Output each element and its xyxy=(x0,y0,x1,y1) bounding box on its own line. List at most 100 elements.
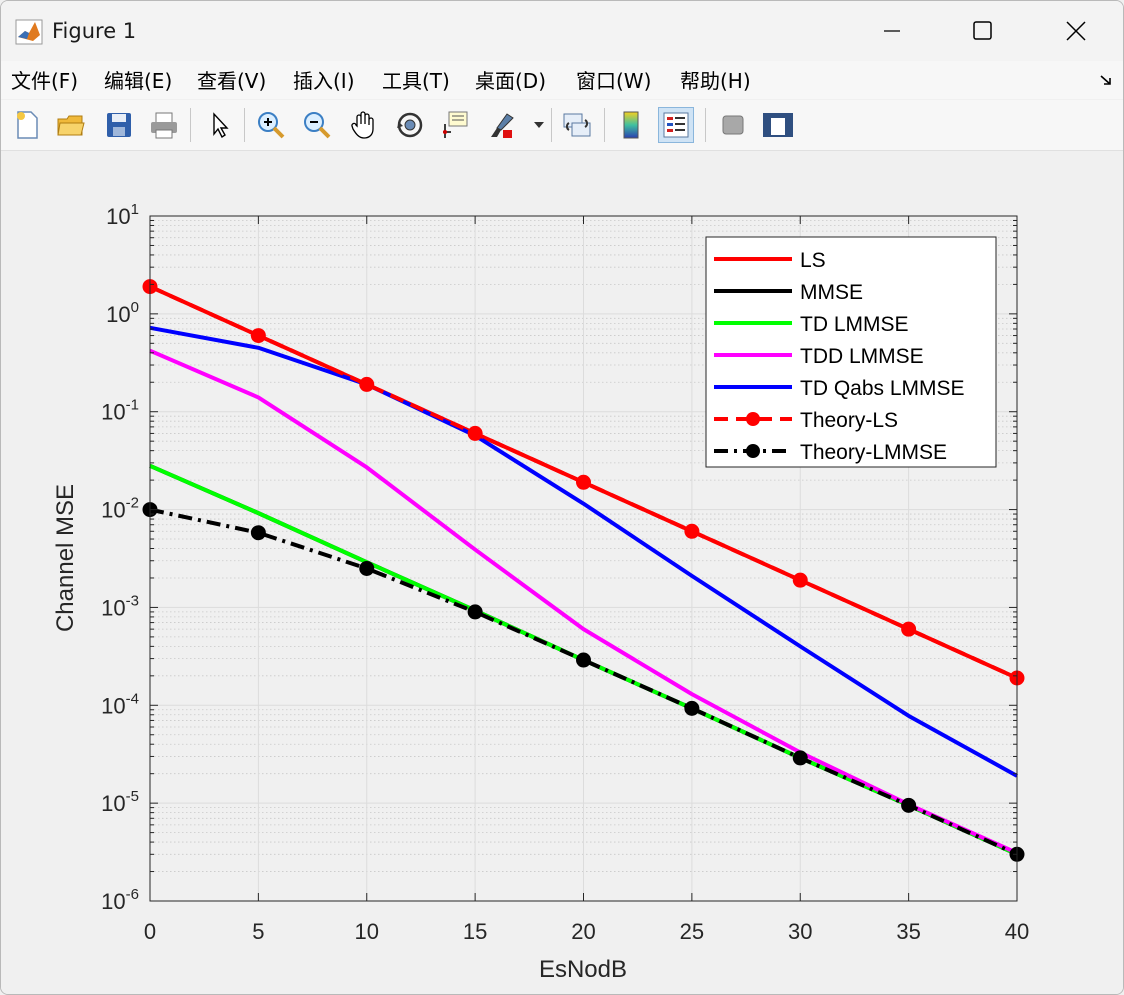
data-point xyxy=(467,425,483,441)
legend-label: Theory-LMMSE xyxy=(800,441,947,464)
legend-label: Theory-LS xyxy=(800,409,898,432)
data-point xyxy=(576,474,591,490)
y-tick-label: 10-5 xyxy=(101,788,139,816)
dock-arrow-icon[interactable] xyxy=(1099,73,1115,87)
rotate-3d-icon xyxy=(397,112,423,138)
menu-insert[interactable]: 插入(I) xyxy=(293,69,355,93)
x-tick-label: 25 xyxy=(680,919,704,944)
maximize-icon xyxy=(973,21,992,40)
toolbar-separator xyxy=(604,108,605,142)
pan-button[interactable] xyxy=(346,107,382,143)
print-button[interactable] xyxy=(146,107,182,143)
data-point xyxy=(250,525,266,541)
brush-icon xyxy=(491,113,514,138)
data-point xyxy=(467,604,483,620)
data-point xyxy=(576,652,591,668)
new-figure-button[interactable] xyxy=(9,107,45,143)
show-plot-tools-button[interactable] xyxy=(760,107,796,143)
data-cursor-icon xyxy=(443,111,468,138)
hide-plot-tools-button[interactable] xyxy=(715,107,751,143)
toolbar-separator xyxy=(244,108,245,142)
menu-help[interactable]: 帮助(H) xyxy=(680,69,751,93)
select-arrow-button[interactable] xyxy=(201,107,237,143)
zoom-in-icon xyxy=(258,112,285,139)
data-point xyxy=(684,700,700,716)
x-tick-label: 40 xyxy=(1005,919,1029,944)
data-point xyxy=(359,560,375,576)
legend-box xyxy=(705,236,997,468)
menu-desktop[interactable]: 桌面(D) xyxy=(475,69,547,93)
rotate-3d-button[interactable] xyxy=(392,107,428,143)
series-line-theory-lmmse xyxy=(149,507,1018,857)
print-icon xyxy=(151,112,177,139)
data-point xyxy=(901,621,917,637)
open-file-button[interactable] xyxy=(53,107,89,143)
series-line-td-qabs-lmmse xyxy=(149,325,1018,778)
zoom-out-icon xyxy=(304,112,331,139)
y-tick-label: 100 xyxy=(106,299,139,327)
legend-icon xyxy=(663,112,689,138)
y-axis-label: Channel MSE xyxy=(52,484,79,632)
menu-window[interactable]: 窗口(W) xyxy=(576,69,652,93)
hide-plot-tools-icon xyxy=(722,115,744,135)
x-tick-label: 0 xyxy=(144,919,156,944)
toolbar-separator xyxy=(551,108,552,142)
data-point xyxy=(792,750,808,766)
zoom-in-button[interactable] xyxy=(253,107,289,143)
minimize-button[interactable] xyxy=(861,1,923,61)
x-axis-label: EsNodB xyxy=(539,956,627,983)
close-button[interactable] xyxy=(1045,1,1107,61)
legend-marker xyxy=(746,444,760,458)
menu-edit[interactable]: 编辑(E) xyxy=(104,69,173,93)
colorbar-icon xyxy=(623,111,639,139)
select-arrow-icon xyxy=(213,112,229,139)
legend-label: LS xyxy=(800,249,826,272)
new-figure-icon xyxy=(17,111,38,139)
menu-file[interactable]: 文件(F) xyxy=(11,69,79,93)
window-title: Figure 1 xyxy=(52,19,137,43)
legend-label: TD Qabs LMMSE xyxy=(800,377,965,400)
title-bar: Figure 1 xyxy=(1,1,1123,61)
y-tick-label: 10-1 xyxy=(101,397,139,425)
y-tick-label: 10-2 xyxy=(101,495,139,523)
x-tick-label: 10 xyxy=(355,919,379,944)
data-point xyxy=(359,376,375,392)
matlab-logo-icon xyxy=(15,19,43,45)
x-tick-label: 20 xyxy=(571,919,595,944)
line-chart[interactable]: 0 5 10 15 20 25 30 35 40 101 100 10-1 10-2 10-3 10-4 10… xyxy=(1,151,1123,994)
data-point xyxy=(684,523,700,539)
toolbar-separator xyxy=(190,108,191,142)
toolbar xyxy=(1,100,1123,151)
y-tick-label: 10-4 xyxy=(101,690,139,718)
x-tick-label: 15 xyxy=(463,919,487,944)
brush-button[interactable] xyxy=(484,107,520,143)
data-cursor-button[interactable] xyxy=(438,107,474,143)
save-button[interactable] xyxy=(101,107,137,143)
menu-tools[interactable]: 工具(T) xyxy=(382,69,450,93)
figure-canvas: 0 5 10 15 20 25 30 35 40 101 100 10-1 10-2 10-3 10-4 10… xyxy=(1,151,1123,994)
menu-bar: 文件(F) 编辑(E) 查看(V) 插入(I) 工具(T) 桌面(D) 窗口(W… xyxy=(1,61,1123,99)
maximize-button[interactable] xyxy=(952,1,1014,61)
open-file-icon xyxy=(57,115,85,136)
y-tick-label: 10-3 xyxy=(101,592,139,620)
y-tick-label: 101 xyxy=(106,201,139,229)
zoom-out-button[interactable] xyxy=(299,107,335,143)
legend-button[interactable] xyxy=(658,107,694,143)
dropdown-arrow-icon[interactable] xyxy=(533,120,545,130)
x-tick-label: 35 xyxy=(896,919,920,944)
x-tick-label: 30 xyxy=(788,919,812,944)
minimize-icon xyxy=(884,30,900,32)
link-plot-button[interactable] xyxy=(559,107,595,143)
show-plot-tools-icon xyxy=(763,113,793,137)
colorbar-button[interactable] xyxy=(613,107,649,143)
series-line-tdd-lmmse xyxy=(149,348,1018,855)
legend-label: TDD LMMSE xyxy=(800,345,924,368)
menu-view[interactable]: 查看(V) xyxy=(197,69,267,93)
legend[interactable]: LS MMSE TD LMMSE TDD LMMSE TD Qabs LMMSE Theo… xyxy=(705,236,997,468)
legend-marker xyxy=(746,412,760,426)
close-icon xyxy=(1066,21,1086,41)
data-point xyxy=(250,328,266,344)
x-tick-label: 5 xyxy=(252,919,264,944)
data-point xyxy=(901,797,917,813)
